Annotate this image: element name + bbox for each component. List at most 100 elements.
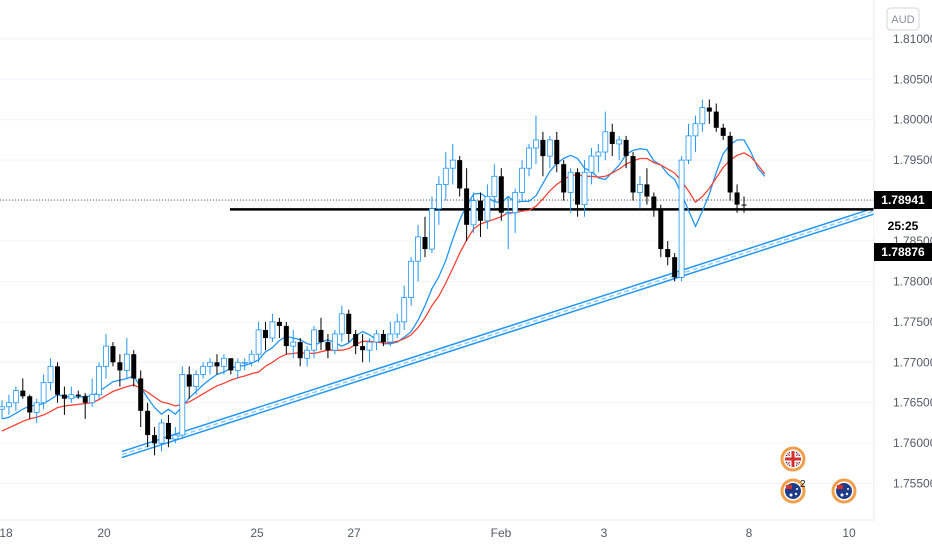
candle [366, 338, 373, 363]
candle [40, 374, 47, 410]
uk-flag-icon[interactable] [780, 446, 806, 472]
candle [470, 192, 477, 233]
moving-average-line [1, 152, 766, 432]
candle [464, 168, 470, 241]
candle [637, 176, 643, 209]
date-tick-label: 3 [601, 526, 608, 540]
candle [158, 418, 165, 452]
date-tick-label: 20 [97, 526, 111, 540]
price-tick-label: 1.80000 [893, 113, 932, 127]
candle [623, 135, 629, 169]
lower-price-badge: 1.78876 [874, 243, 932, 261]
price-tick-label: 1.80500 [893, 72, 932, 86]
price-tick-label: 1.76500 [893, 396, 932, 410]
candle [457, 156, 463, 197]
candle [54, 362, 60, 403]
candle [331, 329, 338, 355]
candle [644, 168, 650, 205]
candle [602, 111, 609, 161]
candle [706, 99, 712, 124]
candle [540, 131, 546, 177]
event-count-label: 2 [800, 479, 806, 490]
candle [75, 390, 81, 399]
candle [200, 362, 207, 379]
candle [89, 378, 96, 407]
candle [435, 176, 442, 225]
candle [554, 131, 560, 173]
candle [360, 333, 366, 363]
trendline[interactable] [121, 207, 875, 459]
candle [449, 143, 456, 185]
candle [318, 317, 324, 351]
candle [498, 168, 504, 221]
currency-label: AUD [891, 14, 914, 26]
candle [234, 358, 241, 379]
candle [6, 394, 12, 415]
candle [207, 358, 213, 375]
currency-button[interactable]: AUD [886, 7, 920, 31]
candle [283, 321, 289, 355]
date-tick-label: 25 [250, 526, 264, 540]
candle [734, 184, 740, 213]
candle [96, 362, 102, 399]
candle [394, 313, 401, 339]
candle [699, 99, 706, 132]
candle [0, 400, 5, 419]
candle [526, 143, 532, 177]
candle [152, 426, 158, 456]
candle [103, 333, 109, 379]
candle [408, 257, 415, 306]
candle [616, 135, 623, 161]
candle [429, 196, 435, 254]
candle [581, 160, 588, 217]
candle [567, 168, 574, 213]
candle [401, 285, 408, 330]
horizontal-level[interactable] [0, 199, 874, 211]
candle [172, 426, 179, 444]
candle [138, 370, 144, 427]
candle [346, 309, 352, 343]
candle [380, 329, 386, 347]
candle [263, 321, 269, 351]
grid [0, 38, 874, 485]
candle [665, 240, 671, 266]
candle [588, 147, 595, 185]
candle [12, 386, 19, 411]
countdown-value: 25:25 [888, 219, 919, 233]
candle [276, 317, 282, 339]
candle [248, 350, 255, 367]
price-tick-label: 1.78000 [893, 274, 932, 288]
candle [442, 152, 449, 201]
candle [338, 305, 345, 343]
candle [27, 394, 33, 419]
candle [727, 131, 733, 201]
candle [228, 358, 234, 375]
candle [609, 123, 615, 157]
candle [546, 135, 553, 169]
candle [422, 216, 428, 258]
candle [214, 354, 220, 375]
candle [651, 192, 657, 217]
candle [678, 156, 685, 282]
australia-flag-icon[interactable] [831, 478, 857, 504]
candle [720, 123, 726, 140]
australia-flag-icon[interactable] [780, 478, 806, 504]
candle [561, 160, 567, 201]
candle [179, 366, 186, 440]
candle [221, 354, 227, 375]
current-price-badge: 1.78941 [874, 191, 932, 209]
price-tick-label: 1.77500 [893, 315, 932, 329]
candle [387, 321, 394, 347]
price-axis-ticks: 1.810001.805001.800001.795001.790001.785… [893, 32, 932, 491]
candle [505, 196, 512, 250]
candle [110, 342, 116, 367]
candle [145, 402, 151, 448]
candle [692, 115, 699, 153]
date-tick-label: 27 [347, 526, 361, 540]
candle [325, 333, 331, 359]
price-tick-label: 1.81000 [893, 32, 932, 46]
candle [290, 329, 297, 359]
candle [20, 378, 26, 399]
candle [123, 338, 130, 379]
